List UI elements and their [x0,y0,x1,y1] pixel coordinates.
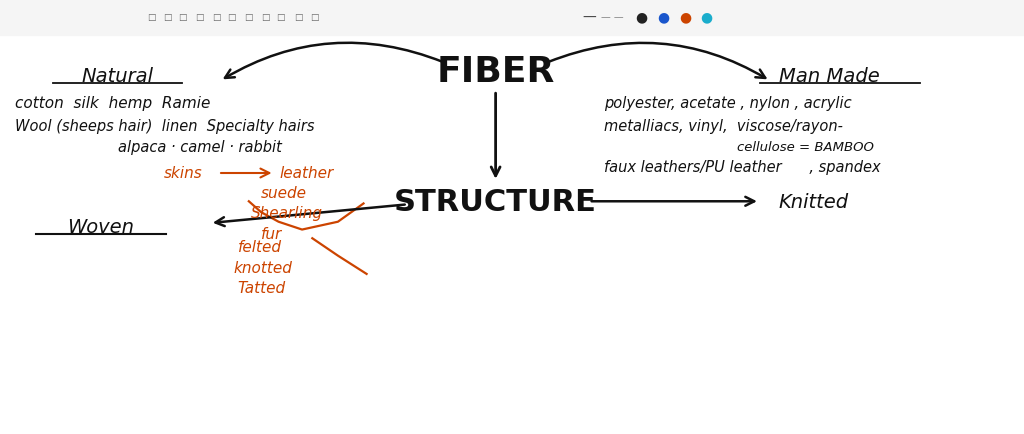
Text: □: □ [163,13,171,22]
Text: leather: leather [280,166,334,181]
Text: □: □ [196,13,204,22]
Text: alpaca · camel · rabbit: alpaca · camel · rabbit [118,140,282,155]
Text: suede: suede [261,186,307,201]
Text: ●: ● [679,10,691,24]
Text: □: □ [147,13,156,22]
Text: STRUCTURE: STRUCTURE [394,187,597,216]
Text: Knitted: Knitted [778,192,848,211]
Text: Man Made: Man Made [779,66,880,85]
Text: □: □ [261,13,269,22]
Text: Woven: Woven [67,217,134,236]
Text: Natural: Natural [82,66,154,85]
Text: polyester, acetate , nylon , acrylic: polyester, acetate , nylon , acrylic [604,96,852,111]
Text: cellulose = BAMBOO: cellulose = BAMBOO [737,141,874,154]
Text: □: □ [276,13,285,22]
Text: knotted: knotted [233,260,292,275]
Text: □: □ [212,13,220,22]
Text: □: □ [294,13,302,22]
Text: FIBER: FIBER [436,55,555,89]
Text: cotton  silk  hemp  Ramie: cotton silk hemp Ramie [15,96,211,111]
Bar [0,0,1024,36]
Text: felted: felted [238,240,282,255]
Text: — —: — — [601,13,624,22]
Text: □: □ [178,13,186,22]
Text: Wool (sheeps hair)  linen  Specialty hairs: Wool (sheeps hair) linen Specialty hairs [15,118,314,133]
Text: faux leathers/PU leather      , spandex: faux leathers/PU leather , spandex [604,160,881,174]
Text: Shearling: Shearling [251,205,323,220]
Text: ●: ● [657,10,670,24]
Text: ●: ● [635,10,647,24]
Text: fur: fur [261,226,283,241]
Text: ●: ● [700,10,713,24]
Text: —: — [582,10,596,24]
Text: metalliacs, vinyl,  viscose/rayon-: metalliacs, vinyl, viscose/rayon- [604,118,843,133]
Text: Tatted: Tatted [238,281,286,296]
Text: □: □ [245,13,253,22]
Text: □: □ [310,13,318,22]
Text: skins: skins [164,166,203,181]
Text: □: □ [227,13,236,22]
